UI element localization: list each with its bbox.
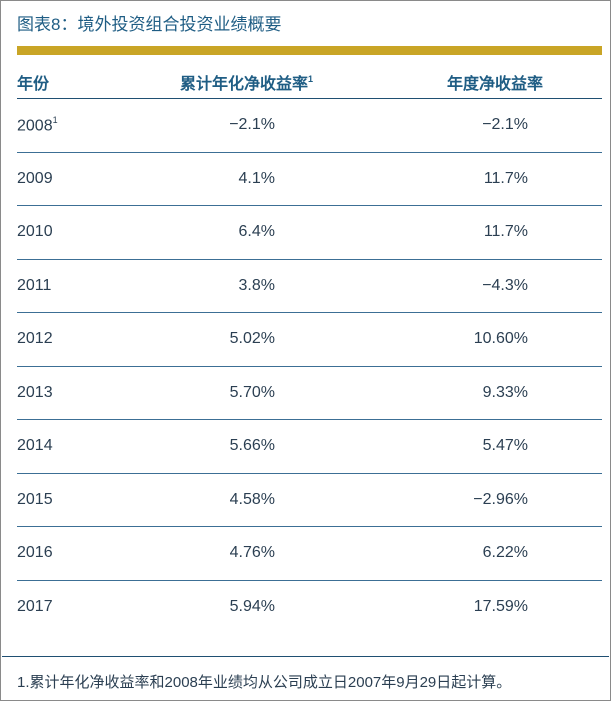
accent-bar: [17, 46, 602, 55]
table-row: 2009 4.1% 11.7%: [17, 153, 602, 206]
cell-year: 2015: [17, 490, 53, 508]
cell-annual: 9.33%: [482, 383, 528, 401]
header-annual: 年度净收益率: [447, 76, 544, 93]
cell-annual: 5.47%: [482, 437, 528, 454]
cell-annual: 6.22%: [482, 544, 528, 561]
cell-cumulative: −2.1%: [229, 116, 275, 133]
cell-annual: −2.96%: [473, 490, 528, 508]
cell-year: 2010: [17, 223, 53, 240]
table-row: 2012 5.02% 10.60%: [17, 313, 602, 367]
header-cumulative-label: 累计年化净收益率: [180, 76, 309, 93]
cell-year: 2013: [17, 383, 53, 401]
cell-cumulative: 6.4%: [238, 223, 275, 240]
footnote: 1.累计年化净收益率和2008年业绩均从公司成立日2007年9月29日起计算。: [17, 674, 512, 691]
header-cumulative: 累计年化净收益率1: [180, 70, 313, 94]
table-row: 2017 5.94% 17.59%: [17, 581, 602, 635]
cell-annual: 11.7%: [483, 223, 528, 240]
cell-year: 20081: [17, 115, 58, 135]
cell-cumulative: 5.70%: [229, 383, 275, 401]
cell-cumulative: 4.58%: [229, 490, 275, 508]
cell-cumulative: 3.8%: [238, 276, 275, 294]
table-row: 2014 5.66% 5.47%: [17, 420, 602, 474]
table-row: 2013 5.70% 9.33%: [17, 367, 602, 420]
cell-cumulative: 5.02%: [229, 330, 275, 347]
table-row: 2011 3.8% −4.3%: [17, 260, 602, 313]
cell-year-value: 2008: [17, 117, 53, 135]
cell-year: 2012: [17, 330, 53, 347]
footer-divider: [2, 656, 609, 657]
table-row: 2010 6.4% 11.7%: [17, 206, 602, 260]
cell-year: 2009: [17, 169, 53, 187]
table-row: 2016 4.76% 6.22%: [17, 527, 602, 581]
cell-year: 2014: [17, 437, 53, 454]
table-row: 2015 4.58% −2.96%: [17, 474, 602, 527]
cell-cumulative: 4.76%: [229, 544, 275, 561]
table-body: 20081 −2.1% −2.1% 2009 4.1% 11.7% 2010 6…: [17, 99, 602, 634]
header-cumulative-footnote-mark: 1: [308, 73, 314, 84]
cell-annual: 10.60%: [473, 330, 528, 347]
cell-annual: −4.3%: [482, 276, 528, 294]
cell-year: 2011: [17, 276, 52, 294]
cell-cumulative: 4.1%: [238, 169, 275, 187]
cell-year: 2016: [17, 544, 53, 561]
cell-annual: 11.7%: [483, 169, 528, 187]
table-header: 年份 累计年化净收益率1 年度净收益率: [17, 58, 602, 99]
cell-annual: 17.59%: [473, 597, 528, 615]
cell-annual: −2.1%: [482, 116, 528, 133]
cell-cumulative: 5.94%: [229, 597, 275, 615]
cell-year-footnote-mark: 1: [52, 115, 58, 125]
cell-year: 2017: [17, 597, 53, 615]
figure-title: 图表8：境外投资组合投资业绩概要: [17, 15, 282, 34]
header-year: 年份: [17, 76, 50, 93]
cell-cumulative: 5.66%: [229, 437, 275, 454]
table-row: 20081 −2.1% −2.1%: [17, 99, 602, 153]
